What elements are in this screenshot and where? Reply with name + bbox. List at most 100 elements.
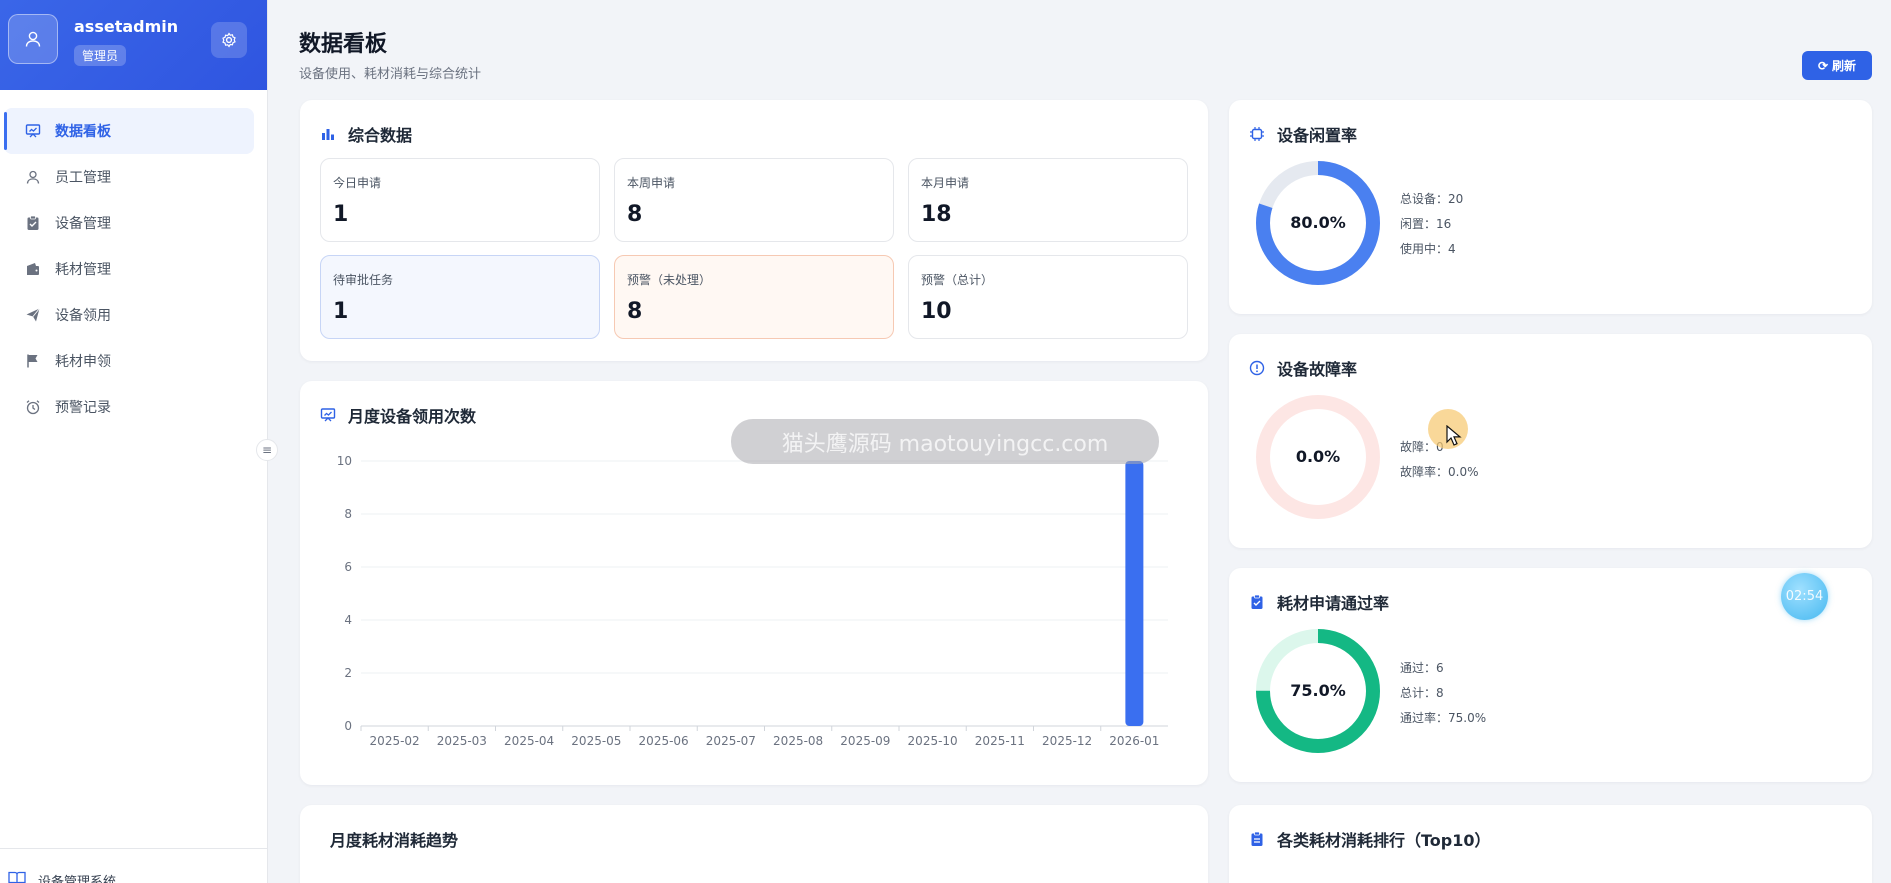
sidebar-item-label: 耗材管理 bbox=[55, 262, 111, 278]
menu-icon: ≡ bbox=[261, 443, 273, 457]
pass-rate-percent: 75.0% bbox=[1290, 681, 1346, 700]
wallet-icon bbox=[27, 263, 39, 275]
timer-badge[interactable]: 02:54 bbox=[1781, 573, 1828, 620]
page-subtitle: 设备使用、耗材消耗与综合统计 bbox=[299, 67, 482, 82]
chip-icon bbox=[1250, 127, 1264, 141]
fault-rate-percent: 0.0% bbox=[1295, 447, 1341, 466]
sidebar-nav: 数据看板 员工管理 设备管理 耗材管理 设备领用 耗材申领 bbox=[0, 108, 268, 430]
avatar[interactable] bbox=[8, 14, 58, 64]
sidebar-item-employees[interactable]: 员工管理 bbox=[0, 154, 268, 200]
mouse-cursor-icon bbox=[1446, 425, 1462, 446]
dashboard-icon bbox=[25, 124, 41, 138]
sidebar-item-dashboard[interactable]: 数据看板 bbox=[4, 108, 254, 154]
idle-count: 闲置：16 bbox=[1400, 217, 1452, 231]
sidebar-item-devices[interactable]: 设备管理 bbox=[0, 200, 268, 246]
sidebar-header: assetadmin 管理员 bbox=[0, 0, 267, 90]
refresh-button[interactable]: ⟳ 刷新 bbox=[1802, 51, 1872, 80]
x-tick-label: 2025-06 bbox=[639, 734, 689, 748]
presentation-icon bbox=[320, 408, 336, 422]
role-badge: 管理员 bbox=[74, 45, 127, 66]
clipboard-check-icon bbox=[27, 215, 39, 230]
sidebar-item-label: 设备管理 bbox=[55, 216, 111, 232]
bar-chart: 0 2 4 6 8 10 2025-02 2025-03 2025-04 2025-05 2025-… bbox=[337, 454, 1168, 748]
x-tick-label: 2025-02 bbox=[370, 734, 420, 748]
send-icon bbox=[26, 308, 40, 322]
clipboard-check-icon bbox=[1251, 594, 1263, 609]
system-name: 设备管理系统 bbox=[38, 875, 117, 883]
y-tick-label: 2 bbox=[344, 666, 352, 680]
x-tick-label: 2025-12 bbox=[1042, 734, 1092, 748]
consumption-rank-card: 各类耗材消耗排行（Top10） bbox=[1229, 805, 1872, 883]
idle-total: 总设备：20 bbox=[1400, 192, 1464, 206]
stat-total-alerts: 预警（总计） 10 bbox=[908, 255, 1188, 339]
bar[interactable] bbox=[1125, 461, 1144, 726]
sidebar-item-label: 设备领用 bbox=[55, 308, 111, 324]
sidebar: assetadmin 管理员 数据看板 员工管理 设备管理 bbox=[0, 0, 268, 883]
stat-month-requests: 本月申请 18 bbox=[908, 158, 1188, 242]
card-title: 设备闲置率 bbox=[1249, 122, 1357, 146]
stat-today-requests: 今日申请 1 bbox=[320, 158, 600, 242]
y-tick-label: 8 bbox=[344, 507, 352, 521]
x-tick-label: 2026-01 bbox=[1109, 734, 1159, 748]
gear-icon bbox=[222, 32, 236, 48]
stat-unhandled-alerts[interactable]: 预警（未处理） 8 bbox=[614, 255, 894, 339]
clipboard-list-icon bbox=[1251, 831, 1263, 846]
refresh-icon: ⟳ bbox=[1817, 58, 1829, 73]
sidebar-collapse-button[interactable]: ≡ bbox=[256, 439, 278, 461]
x-tick-label: 2025-08 bbox=[773, 734, 823, 748]
username: assetadmin bbox=[74, 17, 179, 36]
fault-count: 故障：0 bbox=[1400, 440, 1444, 454]
x-tick-label: 2025-04 bbox=[504, 734, 554, 748]
sidebar-item-label: 耗材申领 bbox=[55, 354, 111, 370]
user-icon bbox=[26, 170, 40, 184]
x-tick-label: 2025-03 bbox=[437, 734, 487, 748]
x-tick-label: 2025-10 bbox=[908, 734, 958, 748]
page-title: 数据看板 bbox=[299, 32, 388, 57]
y-tick-label: 0 bbox=[344, 719, 352, 733]
y-tick-label: 6 bbox=[344, 560, 352, 574]
book-icon bbox=[8, 871, 26, 883]
settings-button[interactable] bbox=[211, 22, 247, 58]
sidebar-item-device-requisition[interactable]: 设备领用 bbox=[0, 292, 268, 338]
alarm-clock-icon bbox=[26, 400, 40, 415]
sidebar-item-alert-records[interactable]: 预警记录 bbox=[0, 384, 268, 430]
stat-week-requests: 本周申请 8 bbox=[614, 158, 894, 242]
pass-total: 总计：8 bbox=[1400, 686, 1444, 700]
alert-circle-icon bbox=[1249, 360, 1265, 376]
fault-rate-value: 故障率：0.0% bbox=[1400, 465, 1479, 479]
sidebar-item-consumables[interactable]: 耗材管理 bbox=[0, 246, 268, 292]
x-tick-label: 2025-11 bbox=[975, 734, 1025, 748]
sidebar-footer: 设备管理系统 bbox=[0, 848, 268, 883]
x-tick-label: 2025-09 bbox=[840, 734, 890, 748]
card-title: 各类耗材消耗排行（Top10） bbox=[1249, 827, 1491, 851]
idle-rate-percent: 80.0% bbox=[1290, 213, 1346, 232]
bar-chart-icon bbox=[322, 129, 334, 140]
watermark: 猫头鹰源码 maotouyingcc.com bbox=[731, 419, 1159, 464]
consumption-trend-card: 月度耗材消耗趋势 bbox=[300, 805, 1208, 883]
user-avatar-icon bbox=[25, 31, 41, 47]
x-tick-label: 2025-07 bbox=[706, 734, 756, 748]
fault-rate-card: 设备故障率 bbox=[1229, 334, 1872, 548]
sidebar-item-label: 预警记录 bbox=[55, 400, 111, 416]
pass-rate-card: 耗材申请通过率 bbox=[1229, 568, 1872, 782]
sidebar-item-label: 数据看板 bbox=[55, 124, 111, 140]
card-title: 设备故障率 bbox=[1249, 356, 1357, 380]
pass-rate-value: 通过率：75.0% bbox=[1400, 711, 1487, 725]
card-title: 耗材申请通过率 bbox=[1249, 590, 1389, 614]
idle-rate-card: 设备闲置率 bbox=[1229, 100, 1872, 314]
refresh-label: 刷新 bbox=[1832, 59, 1857, 73]
in-use-count: 使用中：4 bbox=[1400, 242, 1456, 256]
summary-card: 综合数据 今日申请 1 本周申请 8 本月申请 18 待审批任务 1 预警（未处… bbox=[300, 100, 1208, 361]
y-tick-label: 4 bbox=[344, 613, 352, 627]
pass-count: 通过：6 bbox=[1400, 661, 1444, 675]
y-tick-label: 10 bbox=[337, 454, 352, 468]
card-title: 月度设备领用次数 bbox=[320, 403, 476, 427]
x-tick-label: 2025-05 bbox=[571, 734, 621, 748]
sidebar-item-label: 员工管理 bbox=[55, 170, 111, 186]
flag-icon bbox=[27, 354, 38, 368]
card-title: 月度耗材消耗趋势 bbox=[330, 831, 459, 850]
stat-pending-approvals[interactable]: 待审批任务 1 bbox=[320, 255, 600, 339]
sidebar-item-consumable-request[interactable]: 耗材申领 bbox=[0, 338, 268, 384]
card-title: 综合数据 bbox=[320, 122, 412, 146]
